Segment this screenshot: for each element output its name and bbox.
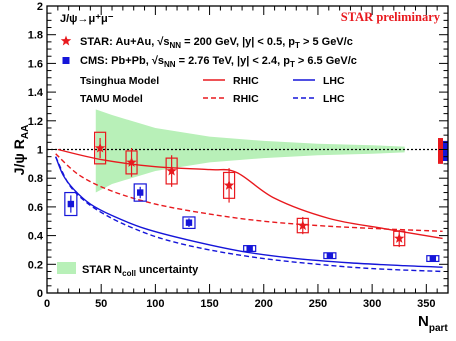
- star-sys-box-0: [94, 131, 107, 165]
- legend-tamu-label: TAMU Model: [80, 93, 143, 105]
- y-tick-label: 1.6: [28, 58, 43, 70]
- legend-star-marker: [60, 35, 72, 46]
- y-tick-label: 0.8: [28, 173, 43, 185]
- legend-layer: STAR: Au+Au, √sNN = 200 GeV, |y| < 0.5, …: [57, 35, 357, 278]
- y-tick-label: 2: [37, 1, 43, 13]
- x-tick-label: 0: [44, 298, 50, 310]
- y-axis-title-sub: AA: [20, 125, 31, 139]
- legend-cms-label: CMS: Pb+Pb, √sNN = 2.76 TeV, |y| < 2.4, …: [80, 55, 357, 69]
- ncoll-uncertainty-band-layer: [95, 109, 405, 193]
- star-point-3: [223, 179, 235, 190]
- reference-line-layer: [47, 138, 448, 164]
- cms-sys-box-2: [182, 216, 196, 230]
- model-curve-tamu-lhc: [55, 156, 443, 273]
- cms-point-0: [67, 200, 75, 208]
- legend-tsinghua-label: Tsinghua Model: [80, 75, 159, 87]
- y-tick-label: 0.4: [28, 231, 44, 243]
- model-curve-tsinghua-rhic: [57, 148, 443, 240]
- x-axis-title: Npart: [418, 313, 448, 334]
- star-point-2: [166, 165, 177, 176]
- cms-point-1: [137, 189, 144, 196]
- model-curves-layer: [55, 148, 443, 273]
- cms-sys-box-0: [64, 191, 78, 217]
- cms-sys-box-1: [133, 183, 147, 202]
- y-tick-label: 0.6: [28, 202, 43, 214]
- data-points-layer: [64, 131, 440, 263]
- cms-point-3: [246, 245, 253, 252]
- y-axis-title: J/ψ RAA: [11, 125, 31, 176]
- cms-point-5: [429, 255, 437, 262]
- preliminary-badge: STAR preliminary: [341, 10, 441, 24]
- y-tick-label: 1.4: [28, 87, 44, 99]
- y-tick-label: 1: [37, 145, 43, 157]
- cms-point-2: [185, 219, 193, 226]
- x-tick-label: 200: [255, 298, 273, 310]
- x-tick-label: 150: [200, 298, 218, 310]
- svg-text:J/ψ RAA: J/ψ RAA: [11, 125, 31, 176]
- model-curve-tsinghua-lhc: [55, 156, 443, 268]
- legend-cms-marker: [62, 57, 70, 64]
- ncoll-uncertainty-band: [95, 109, 405, 193]
- legend-band-swatch: [57, 262, 76, 274]
- star-point-5: [394, 232, 405, 243]
- y-axis-title-main: J/ψ R: [11, 139, 27, 175]
- global-uncertainty-box-0: [438, 138, 443, 164]
- x-axis-title-main: N: [418, 313, 429, 330]
- axes-layer: 0 50 100 150 200 250 300 350 0 0.2 0.4 0.6 0.8 1 1.2 1.…: [28, 1, 449, 310]
- star-point-1: [126, 156, 137, 167]
- x-tick-label: 350: [417, 298, 435, 310]
- y-tick-label: 1.2: [28, 116, 43, 128]
- legend-lhc-label: LHC: [323, 75, 345, 87]
- legend-lhc-label: LHC: [323, 93, 345, 105]
- legend-rhic-label: RHIC: [233, 75, 259, 87]
- x-tick-label: 300: [363, 298, 381, 310]
- x-axis-title-sub: part: [429, 323, 449, 334]
- x-tick-label: 50: [95, 298, 107, 310]
- legend-band-label: STAR Ncoll uncertainty: [82, 264, 199, 278]
- y-tick-label: 0: [37, 288, 43, 300]
- star-point-0: [94, 142, 106, 153]
- y-tick-label: 0.2: [28, 259, 43, 271]
- star-point-4: [297, 220, 308, 230]
- cms-point-4: [326, 252, 334, 259]
- x-tick-label: 250: [309, 298, 327, 310]
- y-tick-label: 1.8: [28, 30, 43, 42]
- legend-rhic-label: RHIC: [233, 93, 259, 105]
- global-uncertainty-box-1: [443, 140, 448, 161]
- model-curve-tamu-rhic: [55, 153, 443, 232]
- legend-star-label: STAR: Au+Au, √sNN = 200 GeV, |y| < 0.5, …: [80, 36, 353, 50]
- process-label: J/ψ→μ⁺μ⁻: [60, 13, 114, 25]
- x-tick-label: 100: [146, 298, 164, 310]
